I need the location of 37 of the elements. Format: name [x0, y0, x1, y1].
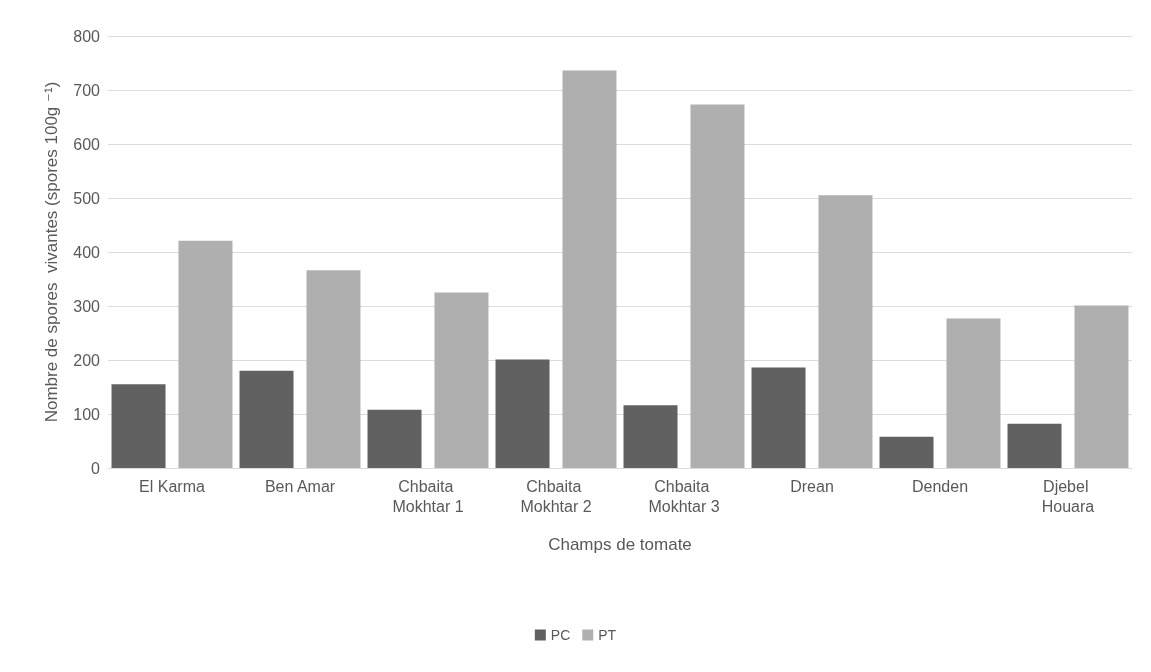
bar: [178, 240, 233, 468]
legend-label: PT: [598, 627, 617, 643]
x-tick-label: Denden: [911, 477, 969, 495]
y-tick-label: 200: [73, 351, 101, 369]
bar: [751, 367, 806, 468]
bar: [495, 359, 550, 468]
y-tick-label: 300: [73, 297, 101, 315]
y-tick-label: 800: [73, 27, 101, 45]
x-axis-title: Champs de tomate: [548, 535, 692, 554]
bar: [111, 384, 166, 468]
x-tick-label: Drean: [790, 477, 834, 495]
y-tick-label: 0: [91, 459, 101, 477]
x-tick-label: Djebel Houara: [1041, 477, 1095, 515]
bar: [623, 405, 678, 468]
bar: [306, 270, 361, 468]
x-tick-label: El Karma: [139, 477, 205, 495]
x-tick-label: Chbaita Mokhtar 1: [392, 477, 464, 515]
bar: [434, 292, 489, 468]
bar: [690, 104, 745, 468]
x-tick-label: Ben Amar: [264, 477, 336, 495]
y-tick-label: 400: [73, 243, 101, 261]
bar: [367, 409, 422, 468]
bar: [879, 436, 934, 468]
y-tick-label: 500: [73, 189, 101, 207]
bar: [239, 370, 294, 468]
x-tick-label: Chbaita Mokhtar 2: [520, 477, 592, 515]
legend-label: PC: [550, 627, 571, 643]
bar: [1074, 305, 1129, 468]
bar: [818, 195, 873, 468]
bar: [1007, 423, 1062, 468]
y-tick-label: 700: [73, 81, 101, 99]
bar: [946, 318, 1001, 468]
y-tick-label: 100: [73, 405, 101, 423]
y-tick-label: 600: [73, 135, 101, 153]
bar: [562, 70, 617, 468]
y-axis-title: Nombre de spores vivantes (spores 100g ⁻¹): [42, 81, 61, 423]
x-tick-label: Chbaita Mokhtar 3: [648, 477, 720, 515]
